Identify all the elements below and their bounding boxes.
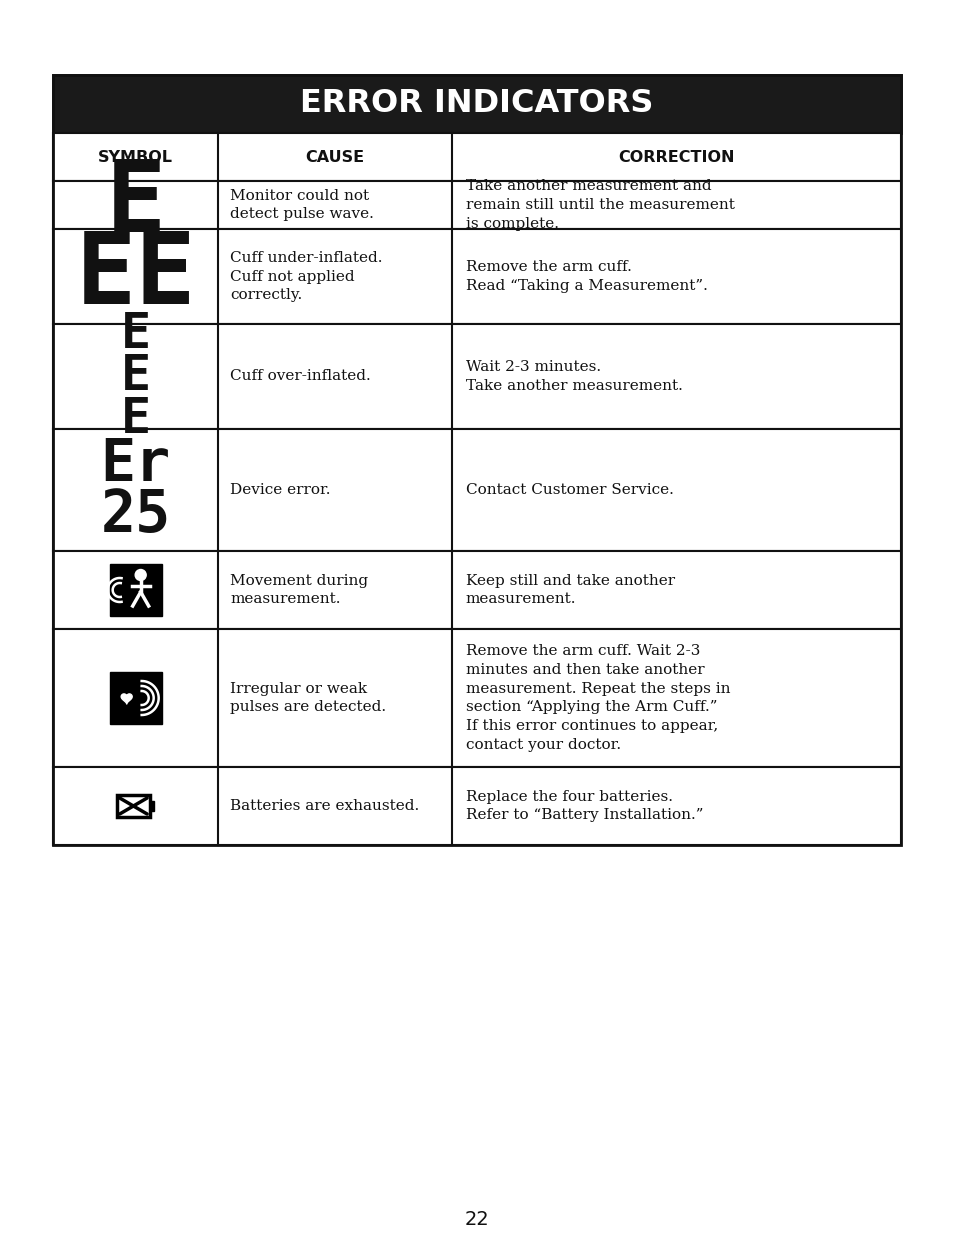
Text: Irregular or weak
pulses are detected.: Irregular or weak pulses are detected. (230, 682, 386, 715)
Text: Batteries are exhausted.: Batteries are exhausted. (230, 799, 419, 813)
Text: Er
25: Er 25 (100, 436, 171, 544)
Bar (53, 429, 900, 551)
Text: Cuff under-inflated.
Cuff not applied
correctly.: Cuff under-inflated. Cuff not applied co… (230, 251, 382, 303)
Text: CAUSE: CAUSE (305, 150, 364, 165)
Bar (53, 181, 900, 229)
Text: E: E (106, 157, 166, 253)
Text: EE: EE (75, 228, 195, 325)
Bar (53, 324, 900, 429)
Text: Wait 2-3 minutes.
Take another measurement.: Wait 2-3 minutes. Take another measureme… (465, 360, 681, 393)
Text: 22: 22 (464, 1210, 489, 1230)
Bar (53, 75, 900, 133)
Text: Remove the arm cuff.
Read “Taking a Measurement”.: Remove the arm cuff. Read “Taking a Meas… (465, 261, 707, 293)
Text: Monitor could not
detect pulse wave.: Monitor could not detect pulse wave. (230, 188, 374, 222)
Bar (53, 75, 900, 845)
Text: Take another measurement and
remain still until the measurement
is complete.: Take another measurement and remain stil… (465, 180, 734, 231)
Text: Movement during
measurement.: Movement during measurement. (230, 574, 368, 606)
Text: Contact Customer Service.: Contact Customer Service. (465, 483, 673, 498)
Text: SYMBOL: SYMBOL (98, 150, 173, 165)
Text: E
E
E: E E E (120, 311, 151, 443)
Bar (53, 551, 900, 628)
Bar (116, 796, 150, 817)
Bar (150, 801, 153, 811)
Polygon shape (121, 693, 132, 703)
Bar (53, 767, 900, 845)
Bar (53, 628, 900, 767)
Text: Replace the four batteries.
Refer to “Battery Installation.”: Replace the four batteries. Refer to “Ba… (465, 789, 702, 823)
Text: CORRECTION: CORRECTION (618, 150, 734, 165)
Bar (53, 133, 900, 181)
Circle shape (135, 570, 146, 581)
Text: Cuff over-inflated.: Cuff over-inflated. (230, 369, 371, 384)
Bar (110, 672, 161, 725)
Text: ERROR INDICATORS: ERROR INDICATORS (300, 89, 653, 120)
Text: Keep still and take another
measurement.: Keep still and take another measurement. (465, 574, 674, 606)
Text: Remove the arm cuff. Wait 2-3
minutes and then take another
measurement. Repeat : Remove the arm cuff. Wait 2-3 minutes an… (465, 643, 729, 752)
Bar (53, 229, 900, 324)
Text: Device error.: Device error. (230, 483, 331, 498)
Bar (110, 564, 161, 616)
